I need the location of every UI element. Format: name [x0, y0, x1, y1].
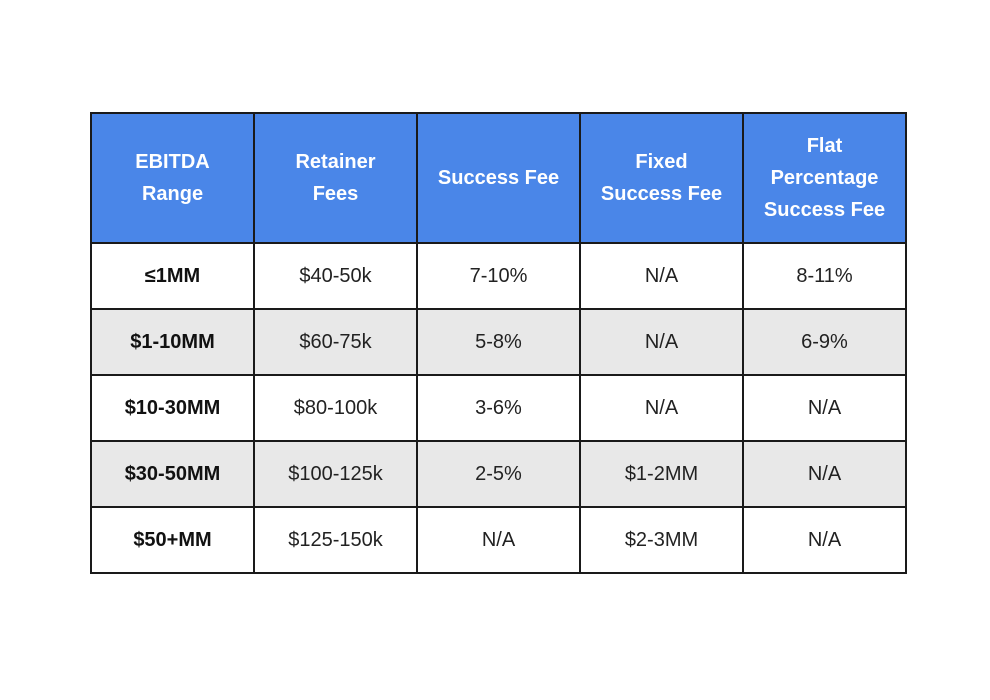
table-row: $50+MM $125-150k N/A $2-3MM N/A — [90, 506, 907, 574]
cell-ebitda-range: $30-50MM — [90, 440, 255, 508]
cell-retainer-fees: $40-50k — [253, 242, 418, 310]
cell-retainer-fees: $80-100k — [253, 374, 418, 442]
cell-fixed-success-fee: N/A — [579, 242, 744, 310]
cell-success-fee: 7-10% — [416, 242, 581, 310]
header-row: EBITDA Range Retainer Fees Success Fee Fix… — [90, 112, 907, 244]
cell-success-fee: N/A — [416, 506, 581, 574]
cell-flat-percentage-success-fee: 8-11% — [742, 242, 907, 310]
cell-ebitda-range: $10-30MM — [90, 374, 255, 442]
cell-flat-percentage-success-fee: N/A — [742, 506, 907, 574]
cell-flat-percentage-success-fee: N/A — [742, 374, 907, 442]
cell-retainer-fees: $60-75k — [253, 308, 418, 376]
cell-success-fee: 3-6% — [416, 374, 581, 442]
cell-retainer-fees: $125-150k — [253, 506, 418, 574]
cell-fixed-success-fee: $1-2MM — [579, 440, 744, 508]
cell-fixed-success-fee: $2-3MM — [579, 506, 744, 574]
table-row: $10-30MM $80-100k 3-6% N/A N/A — [90, 374, 907, 442]
header-ebitda-range: EBITDA Range — [90, 112, 255, 244]
table-row: ≤1MM $40-50k 7-10% N/A 8-11% — [90, 242, 907, 310]
cell-ebitda-range: $50+MM — [90, 506, 255, 574]
table-row: $1-10MM $60-75k 5-8% N/A 6-9% — [90, 308, 907, 376]
cell-success-fee: 5-8% — [416, 308, 581, 376]
cell-flat-percentage-success-fee: N/A — [742, 440, 907, 508]
cell-flat-percentage-success-fee: 6-9% — [742, 308, 907, 376]
table-row: $30-50MM $100-125k 2-5% $1-2MM N/A — [90, 440, 907, 508]
header-retainer-fees: Retainer Fees — [253, 112, 418, 244]
fee-table: EBITDA Range Retainer Fees Success Fee Fix… — [90, 112, 907, 574]
cell-fixed-success-fee: N/A — [579, 374, 744, 442]
cell-fixed-success-fee: N/A — [579, 308, 744, 376]
cell-retainer-fees: $100-125k — [253, 440, 418, 508]
header-fixed-success-fee: Fixed Success Fee — [579, 112, 744, 244]
header-flat-percentage-success-fee: Flat Percentage Success Fee — [742, 112, 907, 244]
header-success-fee: Success Fee — [416, 112, 581, 244]
cell-ebitda-range: $1-10MM — [90, 308, 255, 376]
cell-success-fee: 2-5% — [416, 440, 581, 508]
cell-ebitda-range: ≤1MM — [90, 242, 255, 310]
